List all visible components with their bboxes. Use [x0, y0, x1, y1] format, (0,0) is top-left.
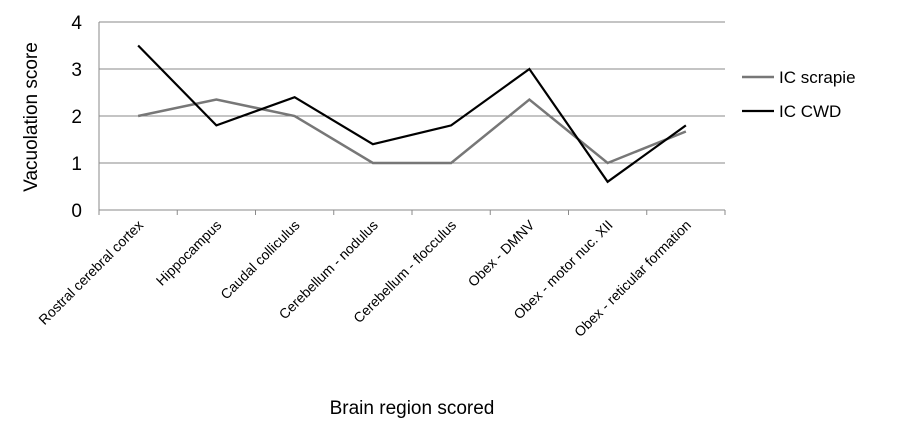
y-tick-label: 1: [71, 154, 82, 175]
gridlines: [99, 21, 725, 164]
axes: [98, 22, 726, 215]
y-tick-label: 0: [71, 201, 82, 222]
y-tick-label: 3: [71, 60, 82, 81]
x-axis-title: Brain region scored: [330, 398, 495, 419]
legend: IC scrapie IC CWD: [742, 68, 856, 121]
y-axis-title: Vacuolation score: [21, 42, 42, 192]
series-lines: [137, 44, 687, 184]
legend-label: IC CWD: [779, 102, 841, 121]
y-tick-label: 2: [71, 107, 82, 128]
x-tick-labels: Rostral cerebral cortex HippocampusCaudal…: [35, 216, 694, 339]
y-tick-labels: 0 1 2 3 4: [71, 13, 82, 222]
x-tick-label: Caudal colliculus: [217, 217, 303, 303]
x-tick-label: Hippocampus: [153, 217, 225, 289]
y-tick-label: 4: [71, 13, 82, 34]
x-tick-label: Rostral cerebral cortex: [35, 217, 146, 328]
x-tick-label: Obex - DMNV: [465, 216, 538, 289]
legend-label: IC scrapie: [779, 68, 856, 87]
series-line-0: [137, 97, 687, 165]
series-line-1: [137, 44, 687, 184]
